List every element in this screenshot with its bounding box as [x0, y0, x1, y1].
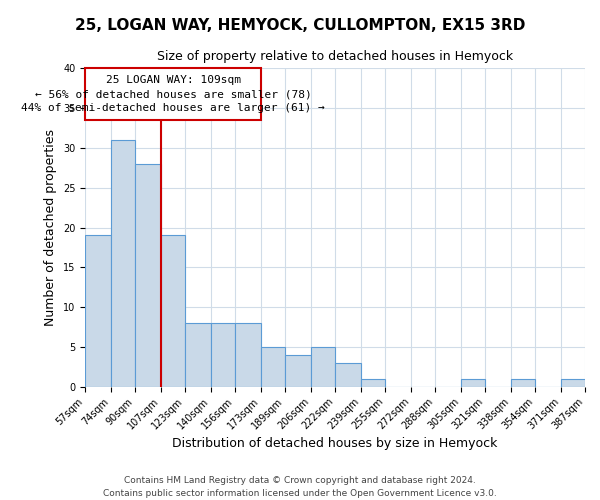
- Bar: [561, 379, 585, 386]
- Bar: [511, 379, 535, 386]
- Bar: [285, 355, 311, 386]
- Title: Size of property relative to detached houses in Hemyock: Size of property relative to detached ho…: [157, 50, 513, 63]
- Bar: [135, 164, 161, 386]
- Bar: [235, 323, 261, 386]
- Bar: [185, 323, 211, 386]
- FancyBboxPatch shape: [85, 68, 261, 120]
- Bar: [211, 323, 235, 386]
- Bar: [261, 347, 285, 387]
- Bar: [361, 379, 385, 386]
- Bar: [311, 347, 335, 387]
- X-axis label: Distribution of detached houses by size in Hemyock: Distribution of detached houses by size …: [172, 437, 498, 450]
- Bar: [85, 236, 111, 386]
- Text: 25, LOGAN WAY, HEMYOCK, CULLOMPTON, EX15 3RD: 25, LOGAN WAY, HEMYOCK, CULLOMPTON, EX15…: [75, 18, 525, 32]
- Text: Contains HM Land Registry data © Crown copyright and database right 2024.
Contai: Contains HM Land Registry data © Crown c…: [103, 476, 497, 498]
- Bar: [111, 140, 135, 386]
- Bar: [335, 363, 361, 386]
- Bar: [161, 236, 185, 386]
- Y-axis label: Number of detached properties: Number of detached properties: [44, 129, 58, 326]
- Text: 25 LOGAN WAY: 109sqm
← 56% of detached houses are smaller (78)
44% of semi-detac: 25 LOGAN WAY: 109sqm ← 56% of detached h…: [21, 75, 325, 113]
- Bar: [461, 379, 485, 386]
